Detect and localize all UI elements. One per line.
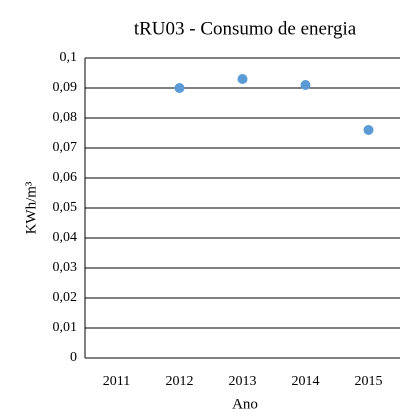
y-tick-label: 0,06 <box>53 170 78 185</box>
marker <box>300 80 311 90</box>
x-tick-label: 2012 <box>166 374 194 389</box>
y-tick-label: 0,1 <box>60 50 78 65</box>
y-tick-label: 0,08 <box>53 110 78 125</box>
x-tick-label: 2014 <box>292 374 320 389</box>
y-axis-title: KWh/m³ <box>23 181 39 234</box>
y-tick-label: 0,03 <box>53 260 78 275</box>
y-tick-label: 0,09 <box>53 80 78 95</box>
x-tick-label: 2015 <box>355 374 383 389</box>
y-tick-label: 0,04 <box>53 230 78 245</box>
x-tick-label: 2013 <box>229 374 257 389</box>
marker <box>363 125 374 135</box>
chart-title: tRU03 - Consumo de energia <box>134 18 357 39</box>
y-tick-label: 0,02 <box>53 290 78 305</box>
y-tick-label: 0 <box>70 350 77 365</box>
y-tick-label: 0,01 <box>53 320 78 335</box>
marker <box>174 83 185 93</box>
marker <box>237 74 248 84</box>
y-tick-label: 0,05 <box>53 200 78 215</box>
x-tick-label: 2011 <box>103 374 130 389</box>
y-tick-label: 0,07 <box>53 140 78 155</box>
x-axis-title: Ano <box>232 396 258 412</box>
